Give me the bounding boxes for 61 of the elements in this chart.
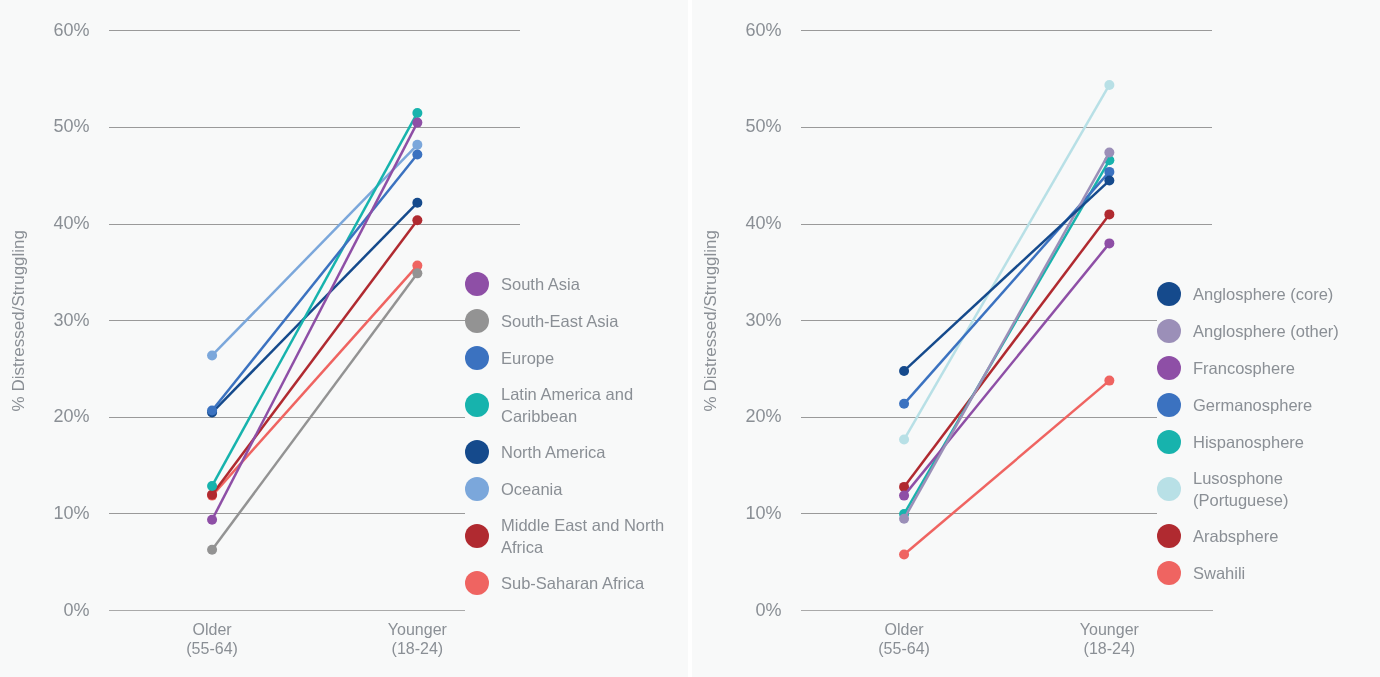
point [1104, 375, 1115, 386]
y-tick-label: 20% [745, 406, 782, 427]
y-tick-label: 50% [745, 116, 782, 137]
point [899, 549, 910, 560]
point [899, 513, 910, 524]
point [412, 139, 423, 150]
legend-label: Anglosphere (other) [1193, 321, 1339, 342]
point [412, 268, 423, 279]
point [1104, 175, 1115, 186]
legend-label: Europe [501, 348, 555, 369]
point [1104, 79, 1115, 90]
point [1104, 147, 1115, 158]
x-tick-label: Younger (18-24) [387, 620, 448, 657]
point [412, 215, 423, 226]
y-tick-label: 10% [53, 502, 90, 523]
point [412, 107, 423, 118]
y-tick-label: 60% [745, 19, 782, 40]
point [207, 514, 218, 525]
y-tick-label: 50% [53, 116, 90, 137]
legend-label: South Asia [501, 274, 580, 295]
point [899, 434, 910, 445]
y-tick-label: 60% [53, 19, 90, 40]
point [412, 117, 423, 128]
point [412, 149, 423, 160]
y-tick-label: 0% [755, 599, 782, 620]
y-tick-label: 30% [53, 309, 90, 330]
point [899, 398, 910, 409]
point [207, 544, 218, 555]
point [207, 350, 218, 361]
y-tick-label: 40% [53, 213, 90, 234]
point [412, 197, 423, 208]
y-axis-title: % Distressed/Struggling [8, 229, 28, 412]
point [899, 365, 910, 376]
x-tick-label: Older (55-64) [186, 620, 238, 657]
point [1104, 166, 1115, 177]
y-tick-label: 0% [63, 599, 90, 620]
y-tick-label: 30% [745, 309, 782, 330]
legend-label: Anglosphere (core) [1193, 284, 1334, 305]
y-tick-label: 20% [53, 406, 90, 427]
y-tick-label: 10% [745, 502, 782, 523]
point [899, 481, 910, 492]
legend-label: Latin America and Caribbean [501, 384, 635, 427]
point [1104, 209, 1115, 220]
legend-label: Oceania [501, 479, 563, 500]
y-axis-title: % Distressed/Struggling [700, 229, 720, 412]
x-tick-label: Older (55-64) [878, 620, 930, 657]
legend-label: Germanosphere [1193, 395, 1313, 416]
legend-label: Swahili [1193, 563, 1246, 584]
legend-label: South-East Asia [501, 311, 619, 332]
legend-label: Sub-Saharan Africa [501, 573, 645, 594]
legend-label: Lusosphone (Portuguese) [1193, 468, 1290, 511]
legend-label: North America [501, 442, 606, 463]
x-tick-label: Younger (18-24) [1079, 620, 1140, 657]
legend-label: Hispanosphere [1193, 432, 1304, 453]
point [207, 480, 218, 491]
point [1104, 238, 1115, 249]
legend-label: Arabsphere [1193, 526, 1279, 547]
y-tick-label: 40% [745, 213, 782, 234]
point [899, 490, 910, 501]
legend-label: Middle East and North Africa [501, 515, 665, 558]
legend-label: Francosphere [1193, 358, 1295, 379]
